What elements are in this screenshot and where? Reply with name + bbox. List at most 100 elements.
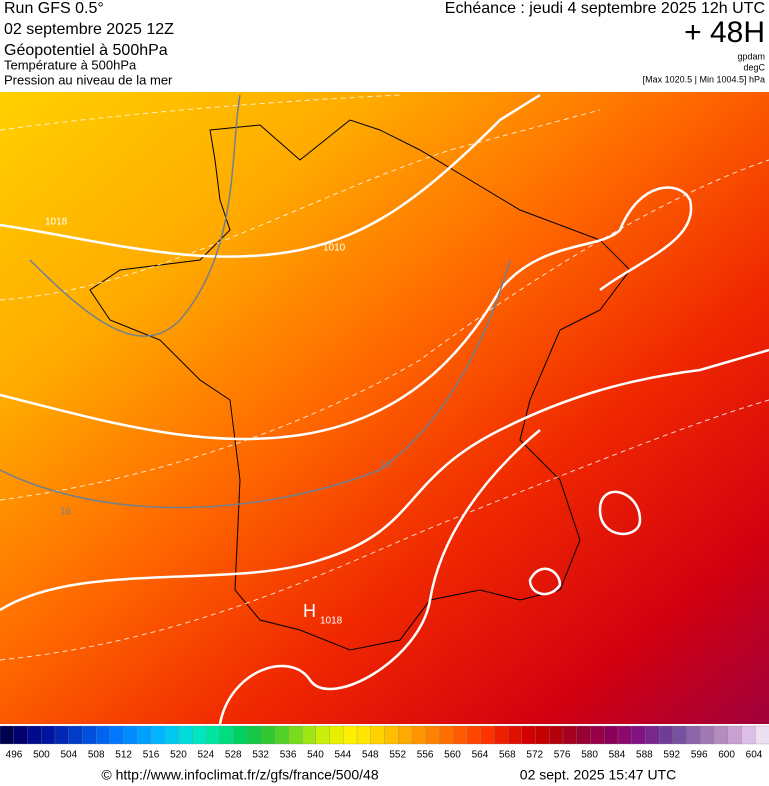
colorbar-swatch <box>260 725 276 745</box>
colorbar-swatch <box>109 725 125 745</box>
colorbar-label: 520 <box>170 750 187 761</box>
colorbar-label: 532 <box>252 750 269 761</box>
colorbar-swatch <box>562 725 578 745</box>
colorbar-swatch <box>192 725 207 745</box>
colorbar-swatch <box>507 725 523 745</box>
unit: gpdam <box>737 51 765 61</box>
isobars <box>0 93 769 725</box>
colorbar-swatch <box>617 725 633 745</box>
colorbar-swatch <box>150 725 166 745</box>
map-label: 1018 <box>320 616 343 627</box>
colorbar-label: 596 <box>691 750 708 761</box>
colorbar-label: 600 <box>718 750 735 761</box>
run: Run GFS 0.5° <box>4 0 104 17</box>
colorbar-swatch <box>590 725 605 745</box>
colorbar-swatch <box>370 725 386 745</box>
colorbar-label: 588 <box>636 750 653 761</box>
colorbar-label: 576 <box>554 750 571 761</box>
map: 1018 1010 16 16 H 1018 <box>0 92 769 725</box>
colorbar-swatch <box>549 725 564 745</box>
subtitle: Pression au niveau de la mer <box>4 72 173 87</box>
colorbar-label: 584 <box>609 750 626 761</box>
colorbar-swatch <box>205 725 221 745</box>
colorbar-swatch <box>439 725 454 745</box>
colorbar-label: 512 <box>115 750 132 761</box>
colorbar-swatch <box>329 725 344 745</box>
colorbar-swatch <box>27 725 42 745</box>
colorbar-swatch <box>453 725 468 745</box>
colorbar-swatch <box>356 725 372 745</box>
lead-time: + 48H <box>684 16 765 49</box>
colorbar-label: 504 <box>60 750 77 761</box>
footer-stamp: 02 sept. 2025 15:47 UTC <box>520 767 676 783</box>
colorbar-label: 560 <box>444 750 461 761</box>
colorbar-swatch <box>41 725 56 745</box>
title: Géopotentiel à 500hPa <box>4 42 168 59</box>
colorbar-label: 604 <box>746 750 763 761</box>
validity: Echéance : jeudi 4 septembre 2025 12h UT… <box>445 0 765 17</box>
colorbar-label: 516 <box>143 750 160 761</box>
colorbar-swatch <box>68 725 84 745</box>
colorbar-label: 568 <box>499 750 516 761</box>
colorbar-swatch <box>54 725 70 745</box>
colorbar-swatch <box>741 725 756 745</box>
colorbar-swatch <box>672 725 688 745</box>
colorbar-swatch <box>494 725 509 745</box>
min-max: [Max 1020.5 | Min 1004.5] hPa <box>643 74 765 84</box>
colorbar-swatch <box>658 725 674 745</box>
map-label: 1010 <box>323 243 346 254</box>
colorbar-swatch <box>137 725 152 745</box>
colorbar-swatch <box>288 725 303 745</box>
colorbar: 496 500 504 508 512 516 520 524 528 532 536 540 544 5… <box>0 725 769 761</box>
colorbar-swatch <box>576 725 592 745</box>
run-date: 02 septembre 2025 12Z <box>4 21 174 38</box>
colorbar-swatch <box>13 725 29 745</box>
subtitle: Température à 500hPa <box>4 57 137 72</box>
colorbar-swatch <box>645 725 660 745</box>
colorbar-label: 528 <box>225 750 242 761</box>
colorbar-swatch <box>315 725 331 745</box>
colorbar-swatch <box>95 725 111 745</box>
unit: degC <box>743 62 765 72</box>
colorbar-label: 496 <box>6 750 23 761</box>
coastline <box>89 119 631 651</box>
colorbar-label: 556 <box>417 750 434 761</box>
colorbar-swatch <box>727 725 743 745</box>
colorbar-swatch <box>233 725 248 745</box>
colorbar-swatch <box>398 725 413 745</box>
thickness-lines <box>0 94 511 509</box>
colorbar-label: 580 <box>581 750 598 761</box>
colorbar-swatch <box>178 725 193 745</box>
colorbar-label: 548 <box>362 750 379 761</box>
colorbar-swatch <box>686 725 701 745</box>
colorbar-label: 564 <box>472 750 489 761</box>
high-marker: H <box>303 601 316 621</box>
colorbar-swatch <box>425 725 441 745</box>
colorbar-swatch <box>480 725 496 745</box>
map-label: 16 <box>380 460 392 471</box>
colorbar-label: 508 <box>88 750 105 761</box>
colorbar-swatch <box>384 725 399 745</box>
colorbar-swatch <box>82 725 97 745</box>
colorbar-label: 540 <box>307 750 324 761</box>
footer-url: © http://www.infoclimat.fr/z/gfs/france/… <box>101 767 378 783</box>
isotherms <box>0 94 769 661</box>
colorbar-swatch <box>521 725 537 745</box>
colorbar-swatch <box>466 725 482 745</box>
colorbar-swatch <box>700 725 715 745</box>
colorbar-swatch <box>631 725 647 745</box>
colorbar-swatch <box>411 725 427 745</box>
colorbar-label: 592 <box>663 750 680 761</box>
colorbar-swatch <box>0 725 15 745</box>
colorbar-swatch <box>247 725 262 745</box>
colorbar-swatch <box>713 725 729 745</box>
colorbar-label: 572 <box>526 750 543 761</box>
colorbar-label: 552 <box>389 750 406 761</box>
colorbar-label: 536 <box>280 750 297 761</box>
colorbar-swatch <box>343 725 358 745</box>
colorbar-swatch <box>274 725 290 745</box>
colorbar-label: 500 <box>33 750 50 761</box>
colorbar-swatch <box>123 725 138 745</box>
colorbar-swatch <box>604 725 619 745</box>
